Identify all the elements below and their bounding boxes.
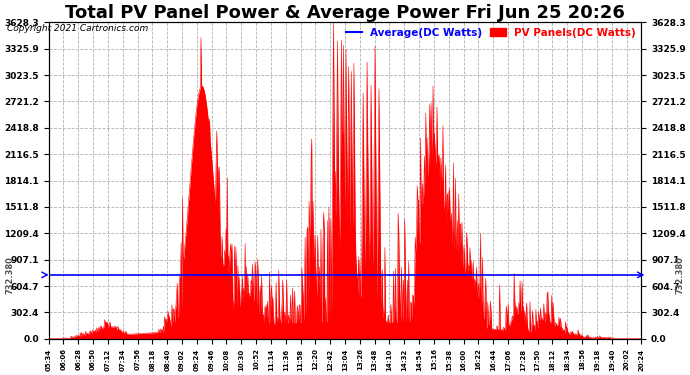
Text: 732.380: 732.380 [676, 256, 684, 294]
Text: 732.380: 732.380 [6, 256, 14, 294]
Legend: Average(DC Watts), PV Panels(DC Watts): Average(DC Watts), PV Panels(DC Watts) [346, 27, 636, 38]
Title: Total PV Panel Power & Average Power Fri Jun 25 20:26: Total PV Panel Power & Average Power Fri… [65, 4, 625, 22]
Text: Copyright 2021 Cartronics.com: Copyright 2021 Cartronics.com [7, 24, 148, 33]
